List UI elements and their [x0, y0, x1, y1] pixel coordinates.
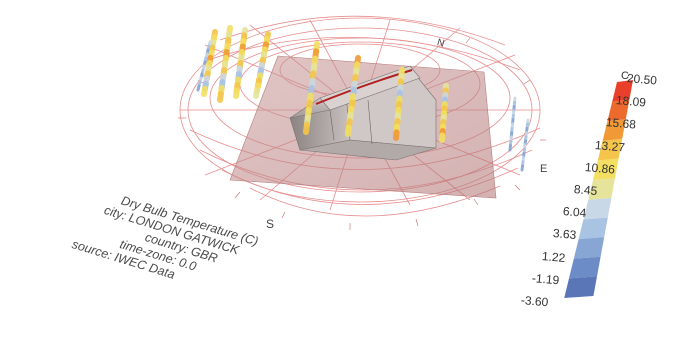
- legend-swatch: [593, 158, 619, 181]
- compass-east-label: E: [540, 163, 548, 175]
- legend-value-label: 13.27: [594, 137, 626, 155]
- compass-south-label: S: [266, 217, 275, 231]
- sun-hour-segment: [201, 85, 208, 97]
- legend-value-label: 8.45: [573, 182, 598, 199]
- sun-hour-segment: [303, 121, 310, 135]
- sun-hour-segment: [233, 87, 240, 99]
- legend-value-label: 10.86: [583, 159, 616, 177]
- legend-swatch: [612, 80, 633, 102]
- sun-hour-segment: [393, 129, 400, 141]
- legend-swatch: [602, 119, 626, 141]
- legend-value-label: 6.04: [562, 204, 588, 221]
- sun-hour-segment: [196, 84, 201, 92]
- sun-hour-segment: [217, 91, 224, 103]
- sun-hour-segment: [520, 164, 524, 172]
- legend-swatch: [597, 138, 623, 161]
- hourly-sun-positions: [196, 25, 530, 172]
- legend-value-label: -3.60: [520, 293, 549, 310]
- sun-hour-segment: [345, 124, 352, 137]
- legend-value-label: 18.09: [615, 93, 647, 110]
- legend-swatch: [569, 256, 601, 279]
- legend-swatch: [607, 99, 630, 122]
- legend-swatch: [583, 197, 612, 220]
- sun-hour-segment: [253, 87, 260, 99]
- legend-swatch: [573, 237, 605, 259]
- legend-value-label: 3.63: [552, 226, 577, 243]
- legend-value-label: -1.19: [530, 270, 560, 288]
- legend-swatch: [588, 178, 615, 200]
- building-model: [289, 65, 437, 161]
- legend-swatch: [578, 217, 608, 240]
- legend-swatch: [564, 276, 597, 298]
- legend-unit: C: [621, 70, 629, 82]
- legend-value-label: 20.50: [626, 71, 658, 88]
- legend-value-label: 1.22: [541, 248, 567, 265]
